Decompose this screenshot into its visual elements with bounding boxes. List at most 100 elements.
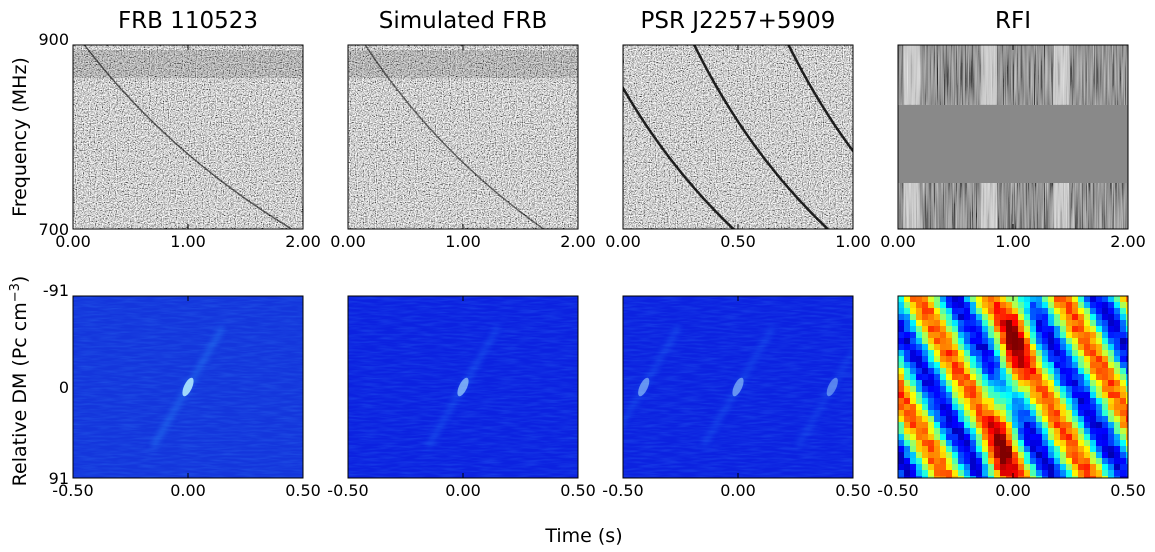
heat-cell [982, 392, 989, 399]
heat-cell [994, 302, 1001, 309]
heat-cell [988, 458, 995, 465]
heat-cell [988, 464, 995, 471]
heat-cell [928, 374, 935, 381]
heat-cell [940, 368, 947, 375]
heat-cell [1102, 308, 1109, 315]
heat-cell [1000, 386, 1007, 393]
heat-cell [1060, 344, 1067, 351]
heat-cell [1108, 350, 1115, 357]
heat-cell [1084, 344, 1091, 351]
heat-cell [898, 350, 905, 357]
heat-cell [1000, 308, 1007, 315]
heat-cell [1066, 338, 1073, 345]
heat-cell [916, 374, 923, 381]
rfi-band-noise [898, 183, 1128, 229]
heat-cell [928, 350, 935, 357]
heat-cell [1072, 386, 1079, 393]
heat-cell [910, 332, 917, 339]
heat-cell [994, 314, 1001, 321]
heat-cell [994, 344, 1001, 351]
heat-cell [946, 314, 953, 321]
heat-cell [1102, 386, 1109, 393]
heat-cell [988, 404, 995, 411]
heat-cell [1114, 314, 1121, 321]
heat-cell [1000, 368, 1007, 375]
heat-cell [1108, 380, 1115, 387]
heat-cell [922, 398, 929, 405]
heat-cell [1114, 374, 1121, 381]
plot-area [898, 296, 1128, 478]
heat-cell [1006, 470, 1013, 477]
heat-cell [940, 410, 947, 417]
heat-cell [1018, 296, 1025, 303]
heat-cell [1000, 416, 1007, 423]
heat-cell [928, 314, 935, 321]
heat-cell [1066, 314, 1073, 321]
heat-cell [1036, 320, 1043, 327]
heat-cell [1054, 374, 1061, 381]
heat-cell [1018, 314, 1025, 321]
heat-cell [1006, 368, 1013, 375]
heat-cell [1108, 392, 1115, 399]
heat-cell [1000, 452, 1007, 459]
heat-cell [982, 350, 989, 357]
heat-cell [1066, 332, 1073, 339]
heat-cell [910, 356, 917, 363]
heat-cell [1012, 296, 1019, 303]
heat-cell [1108, 476, 1115, 478]
heat-cell [1108, 398, 1115, 405]
heat-cell [1102, 428, 1109, 435]
heat-cell [916, 356, 923, 363]
x-tick-label: 0.00 [330, 232, 366, 251]
heat-cell [1066, 380, 1073, 387]
heat-cell [1096, 350, 1103, 357]
heat-cell [1072, 338, 1079, 345]
heat-cell [994, 410, 1001, 417]
heat-cell [1120, 470, 1127, 477]
heat-cell [1018, 350, 1025, 357]
heat-cell [964, 452, 971, 459]
heat-cell [898, 404, 905, 411]
heat-cell [1090, 362, 1097, 369]
heat-cell [1096, 314, 1103, 321]
heat-cell [1078, 344, 1085, 351]
heat-cell [1126, 428, 1128, 435]
heat-cell [1078, 386, 1085, 393]
heat-cell [916, 320, 923, 327]
heat-cell [946, 332, 953, 339]
heat-cell [916, 458, 923, 465]
heat-cell [976, 446, 983, 453]
heat-cell [922, 434, 929, 441]
heat-cell [982, 404, 989, 411]
heat-cell [1066, 398, 1073, 405]
heat-cell [940, 446, 947, 453]
heat-cell [934, 428, 941, 435]
heat-cell [970, 302, 977, 309]
heat-cell [1066, 296, 1073, 303]
heat-cell [1072, 446, 1079, 453]
heat-cell [928, 386, 935, 393]
heat-cell [1084, 356, 1091, 363]
heat-cell [958, 404, 965, 411]
heat-cell [976, 338, 983, 345]
heat-cell [1066, 422, 1073, 429]
heat-cell [1000, 350, 1007, 357]
heat-cell [916, 428, 923, 435]
heat-cell [1060, 416, 1067, 423]
heat-cell [904, 440, 911, 447]
heat-cell [934, 458, 941, 465]
heat-cell [922, 446, 929, 453]
heat-cell [988, 410, 995, 417]
heat-cell [1102, 338, 1109, 345]
heat-cell [946, 392, 953, 399]
heat-cell [1030, 338, 1037, 345]
heat-cell [1012, 476, 1019, 478]
heat-cell [1066, 356, 1073, 363]
heat-cell [934, 314, 941, 321]
heat-cell [1000, 380, 1007, 387]
heat-cell [1072, 296, 1079, 303]
heat-cell [1060, 464, 1067, 471]
heat-cell [952, 338, 959, 345]
heat-cell [916, 362, 923, 369]
heat-cell [946, 302, 953, 309]
